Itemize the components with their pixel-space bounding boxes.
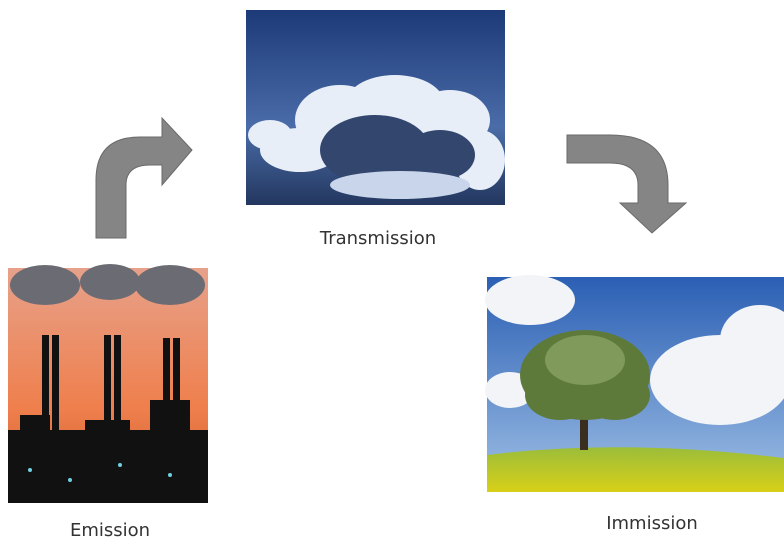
arrow — [567, 135, 686, 233]
diagram: Emission Transmission Immission — [0, 0, 784, 539]
node-label: Transmission — [319, 228, 436, 249]
arrow — [96, 118, 192, 238]
node-label: Emission — [70, 520, 150, 539]
transmission-image — [246, 10, 505, 205]
immission-image — [485, 275, 784, 492]
node-label: Immission — [606, 513, 698, 534]
emission-image — [8, 264, 208, 503]
